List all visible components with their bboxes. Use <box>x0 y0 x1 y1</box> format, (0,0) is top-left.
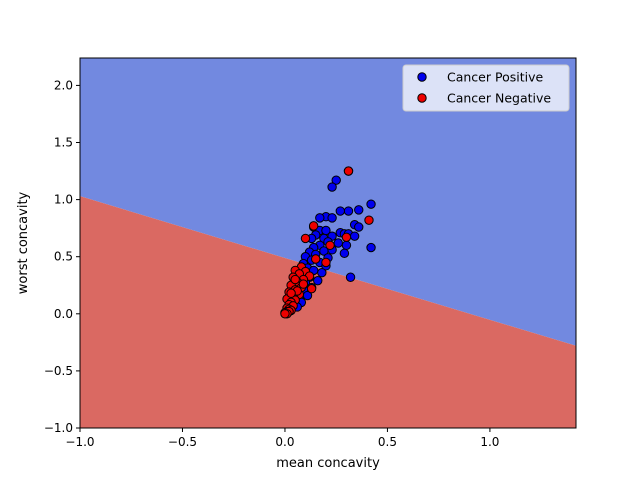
x-tick-label: 1.0 <box>480 435 499 449</box>
y-tick-label: 0.0 <box>54 307 73 321</box>
legend-label-cancer-positive: Cancer Positive <box>447 70 543 85</box>
y-tick-label: 1.0 <box>54 193 73 207</box>
point-cancer-negative <box>364 215 374 225</box>
point-cancer-negative <box>321 257 331 268</box>
point-cancer-positive <box>354 222 364 232</box>
point-cancer-negative <box>286 288 296 298</box>
point-cancer-negative <box>306 283 317 294</box>
y-tick-label: −0.5 <box>44 364 73 378</box>
legend-box <box>402 64 570 112</box>
point-cancer-positive <box>313 275 323 286</box>
x-tick-label: 0.0 <box>275 435 294 449</box>
point-cancer-positive <box>366 242 376 253</box>
y-axis-label: worst concavity <box>16 191 31 294</box>
point-cancer-negative <box>311 254 321 264</box>
point-cancer-negative <box>343 166 354 176</box>
point-cancer-negative <box>280 309 290 319</box>
legend-marker-cancer-negative <box>417 93 427 103</box>
point-cancer-negative <box>300 233 311 244</box>
decision-regions <box>80 58 576 428</box>
legend-label-cancer-negative: Cancer Negative <box>447 91 551 106</box>
y-tick-label: 0.5 <box>54 250 73 264</box>
point-cancer-positive <box>327 182 337 192</box>
point-cancer-negative <box>341 232 352 242</box>
region-cancer-positive <box>80 58 576 346</box>
legend: Cancer Positive Cancer Negative <box>402 64 570 112</box>
point-cancer-positive <box>339 248 350 258</box>
y-tick-label: 1.5 <box>54 136 73 150</box>
data-points <box>280 166 376 319</box>
point-cancer-positive <box>319 246 329 256</box>
point-cancer-positive <box>327 213 337 223</box>
point-cancer-positive <box>315 213 325 223</box>
y-tick-label: −1.0 <box>44 421 73 435</box>
region-cancer-negative <box>80 196 576 428</box>
point-cancer-positive <box>343 206 354 216</box>
x-tick-label: 0.5 <box>378 435 397 449</box>
point-cancer-positive <box>341 240 352 250</box>
x-axis: −1.0 −0.5 0.0 0.5 1.0 <box>65 428 499 449</box>
point-cancer-positive <box>317 267 327 278</box>
point-cancer-positive <box>345 272 356 282</box>
x-tick-label: −0.5 <box>168 435 197 449</box>
point-cancer-positive <box>335 206 345 216</box>
point-cancer-negative <box>308 221 319 231</box>
legend-marker-cancer-positive <box>417 72 427 82</box>
point-cancer-positive <box>354 205 364 215</box>
plot-frame <box>79 57 577 429</box>
point-cancer-positive <box>333 238 343 248</box>
point-cancer-negative <box>298 279 309 289</box>
x-tick-label: −1.0 <box>65 435 94 449</box>
point-cancer-negative <box>290 274 300 285</box>
point-cancer-negative <box>325 240 335 250</box>
y-axis: −1.0 −0.5 0.0 0.5 1.0 1.5 2.0 <box>44 78 80 435</box>
x-axis-label: mean concavity <box>276 456 380 471</box>
y-tick-label: 2.0 <box>54 78 73 92</box>
point-cancer-positive <box>331 175 341 185</box>
point-cancer-positive <box>349 231 360 241</box>
point-cancer-positive <box>366 199 376 209</box>
